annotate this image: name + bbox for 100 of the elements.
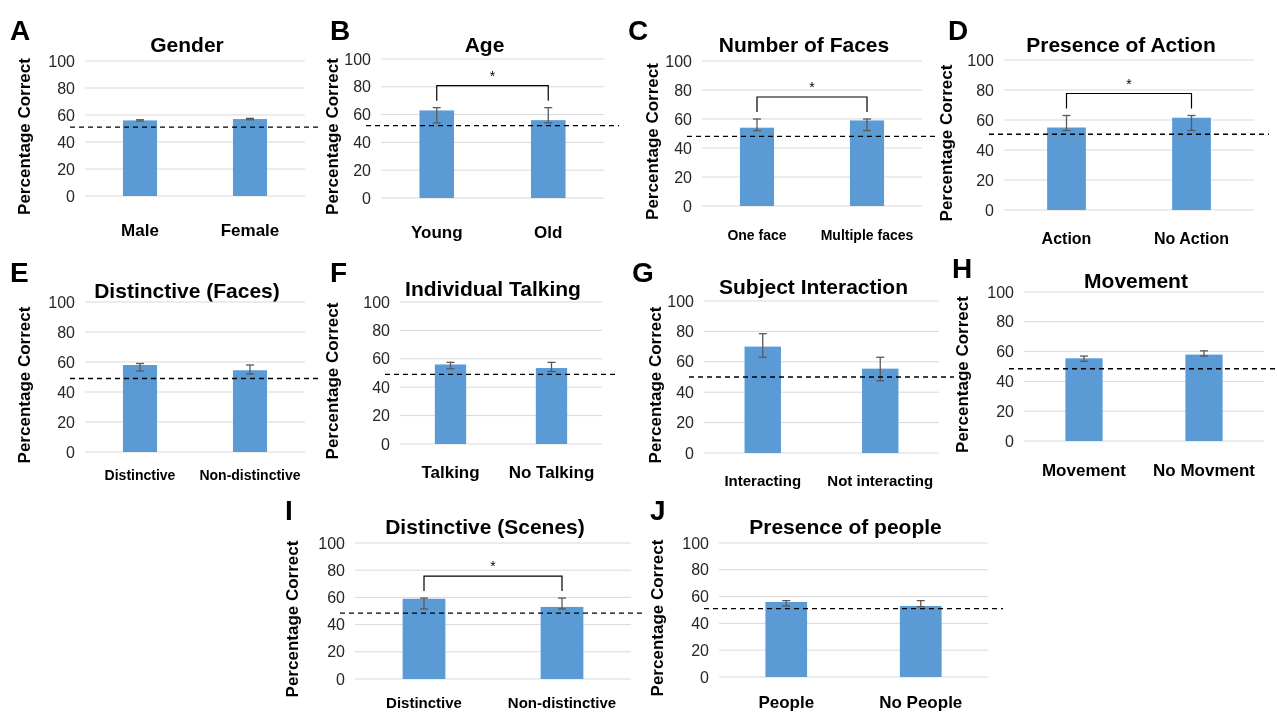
text: H bbox=[952, 253, 973, 284]
x-tick-label: No People bbox=[879, 693, 963, 712]
y-tick-label: 60 bbox=[674, 110, 693, 128]
x-tick-label: One face bbox=[727, 227, 787, 243]
y-axis-title: Percentage Correct bbox=[14, 306, 34, 464]
y-tick-label: 20 bbox=[676, 414, 695, 432]
y-tick-label: 40 bbox=[327, 616, 346, 634]
y-tick-label: 100 bbox=[48, 293, 76, 311]
y-tick-label: 80 bbox=[691, 561, 710, 579]
chart-title: Presence of Action bbox=[1026, 33, 1216, 56]
x-tick-label: Distinctive bbox=[104, 467, 176, 483]
x-tick-label: Movement bbox=[1041, 461, 1127, 480]
y-tick-label: 60 bbox=[57, 353, 76, 371]
text: B bbox=[330, 15, 351, 46]
x-tick-label: Distinctive bbox=[386, 694, 462, 711]
y-tick-label: 100 bbox=[987, 283, 1015, 301]
chart-title: Gender bbox=[150, 33, 224, 56]
chart-title: Presence of people bbox=[749, 515, 942, 538]
y-tick-label: 40 bbox=[976, 141, 995, 159]
y-tick-label: 100 bbox=[665, 52, 693, 70]
y-tick-label: 20 bbox=[353, 161, 372, 179]
x-tick-label: Not interacting bbox=[827, 472, 934, 489]
x-tick-label: Female bbox=[220, 221, 280, 240]
y-tick-label: 100 bbox=[967, 51, 995, 69]
text: D bbox=[948, 15, 969, 46]
text: A bbox=[10, 15, 31, 46]
annotation: * bbox=[1126, 75, 1133, 92]
x-tick-label: People bbox=[758, 693, 815, 712]
y-tick-label: 0 bbox=[66, 187, 76, 205]
y-tick-label: 0 bbox=[66, 443, 76, 461]
y-tick-label: 100 bbox=[667, 292, 695, 310]
y-tick-label: 40 bbox=[676, 383, 695, 401]
y-axis-title: Percentage Correct bbox=[14, 57, 34, 215]
annotation: * bbox=[490, 558, 497, 575]
y-tick-label: 80 bbox=[57, 79, 76, 97]
y-tick-label: 60 bbox=[976, 111, 995, 129]
y-tick-label: 40 bbox=[353, 133, 372, 151]
y-tick-label: 0 bbox=[362, 189, 372, 207]
y-tick-label: 60 bbox=[691, 588, 710, 606]
text: J bbox=[650, 495, 666, 526]
y-tick-label: 100 bbox=[363, 293, 391, 311]
y-tick-label: 100 bbox=[318, 534, 346, 552]
y-tick-label: 40 bbox=[674, 139, 693, 157]
y-axis-title: Percentage Correct bbox=[645, 306, 665, 464]
y-tick-label: 80 bbox=[57, 323, 76, 341]
annotation: * bbox=[809, 79, 816, 95]
y-tick-label: 40 bbox=[996, 372, 1015, 390]
y-tick-label: 80 bbox=[996, 313, 1015, 331]
y-tick-label: 0 bbox=[683, 197, 693, 215]
x-tick-label: No Movment bbox=[1153, 461, 1256, 480]
text: I bbox=[285, 495, 293, 526]
y-tick-label: 20 bbox=[674, 168, 693, 186]
y-tick-label: 80 bbox=[327, 561, 346, 579]
x-tick-label: Old bbox=[534, 223, 563, 242]
text: E bbox=[10, 257, 29, 288]
chart-title: Movement bbox=[1084, 269, 1188, 292]
y-tick-label: 100 bbox=[682, 534, 710, 552]
chart-title: Individual Talking bbox=[405, 277, 581, 300]
y-axis-title: Percentage Correct bbox=[322, 57, 342, 215]
y-tick-label: 40 bbox=[372, 378, 391, 396]
y-tick-label: 80 bbox=[372, 321, 391, 339]
x-tick-label: Talking bbox=[421, 463, 480, 482]
y-tick-label: 0 bbox=[381, 435, 391, 453]
y-tick-label: 20 bbox=[996, 402, 1015, 420]
y-tick-label: 0 bbox=[685, 444, 695, 462]
y-axis-title: Percentage Correct bbox=[952, 295, 972, 453]
y-tick-label: 60 bbox=[372, 350, 391, 368]
y-tick-label: 100 bbox=[344, 50, 372, 68]
y-axis-title: Percentage Correct bbox=[647, 539, 667, 697]
y-tick-label: 80 bbox=[976, 81, 995, 99]
y-tick-label: 0 bbox=[700, 668, 710, 686]
x-tick-label: Non-distinctive bbox=[507, 694, 617, 711]
x-tick-label: Multiple faces bbox=[820, 227, 914, 243]
x-tick-label: Interacting bbox=[724, 472, 802, 489]
y-tick-label: 60 bbox=[353, 106, 372, 124]
y-tick-label: 60 bbox=[327, 588, 346, 606]
y-tick-label: 20 bbox=[57, 160, 76, 178]
x-tick-label: No Action bbox=[1154, 230, 1229, 247]
y-axis-title: Percentage Correct bbox=[642, 62, 662, 220]
chart-title: Distinctive (Scenes) bbox=[385, 515, 585, 538]
x-tick-label: Young bbox=[410, 223, 463, 242]
chart-title: Number of Faces bbox=[718, 33, 890, 56]
annotation: * bbox=[489, 67, 496, 84]
y-tick-label: 80 bbox=[674, 81, 693, 99]
text: F bbox=[330, 257, 348, 288]
y-tick-label: 20 bbox=[57, 413, 76, 431]
y-tick-label: 80 bbox=[353, 78, 372, 96]
x-tick-label: Male bbox=[121, 221, 159, 240]
y-tick-label: 40 bbox=[57, 383, 76, 401]
y-tick-label: 80 bbox=[676, 322, 695, 340]
chart-title: Subject Interaction bbox=[718, 275, 909, 298]
y-axis-title: Percentage Correct bbox=[322, 302, 342, 460]
y-tick-label: 40 bbox=[691, 614, 710, 632]
y-tick-label: 0 bbox=[336, 670, 346, 688]
chart-title: Distinctive (Faces) bbox=[94, 279, 280, 302]
y-tick-label: 0 bbox=[1005, 432, 1015, 450]
x-tick-label: No Talking bbox=[508, 463, 595, 482]
y-tick-label: 60 bbox=[996, 343, 1015, 361]
text: C bbox=[628, 15, 649, 46]
y-tick-label: 0 bbox=[985, 201, 995, 219]
